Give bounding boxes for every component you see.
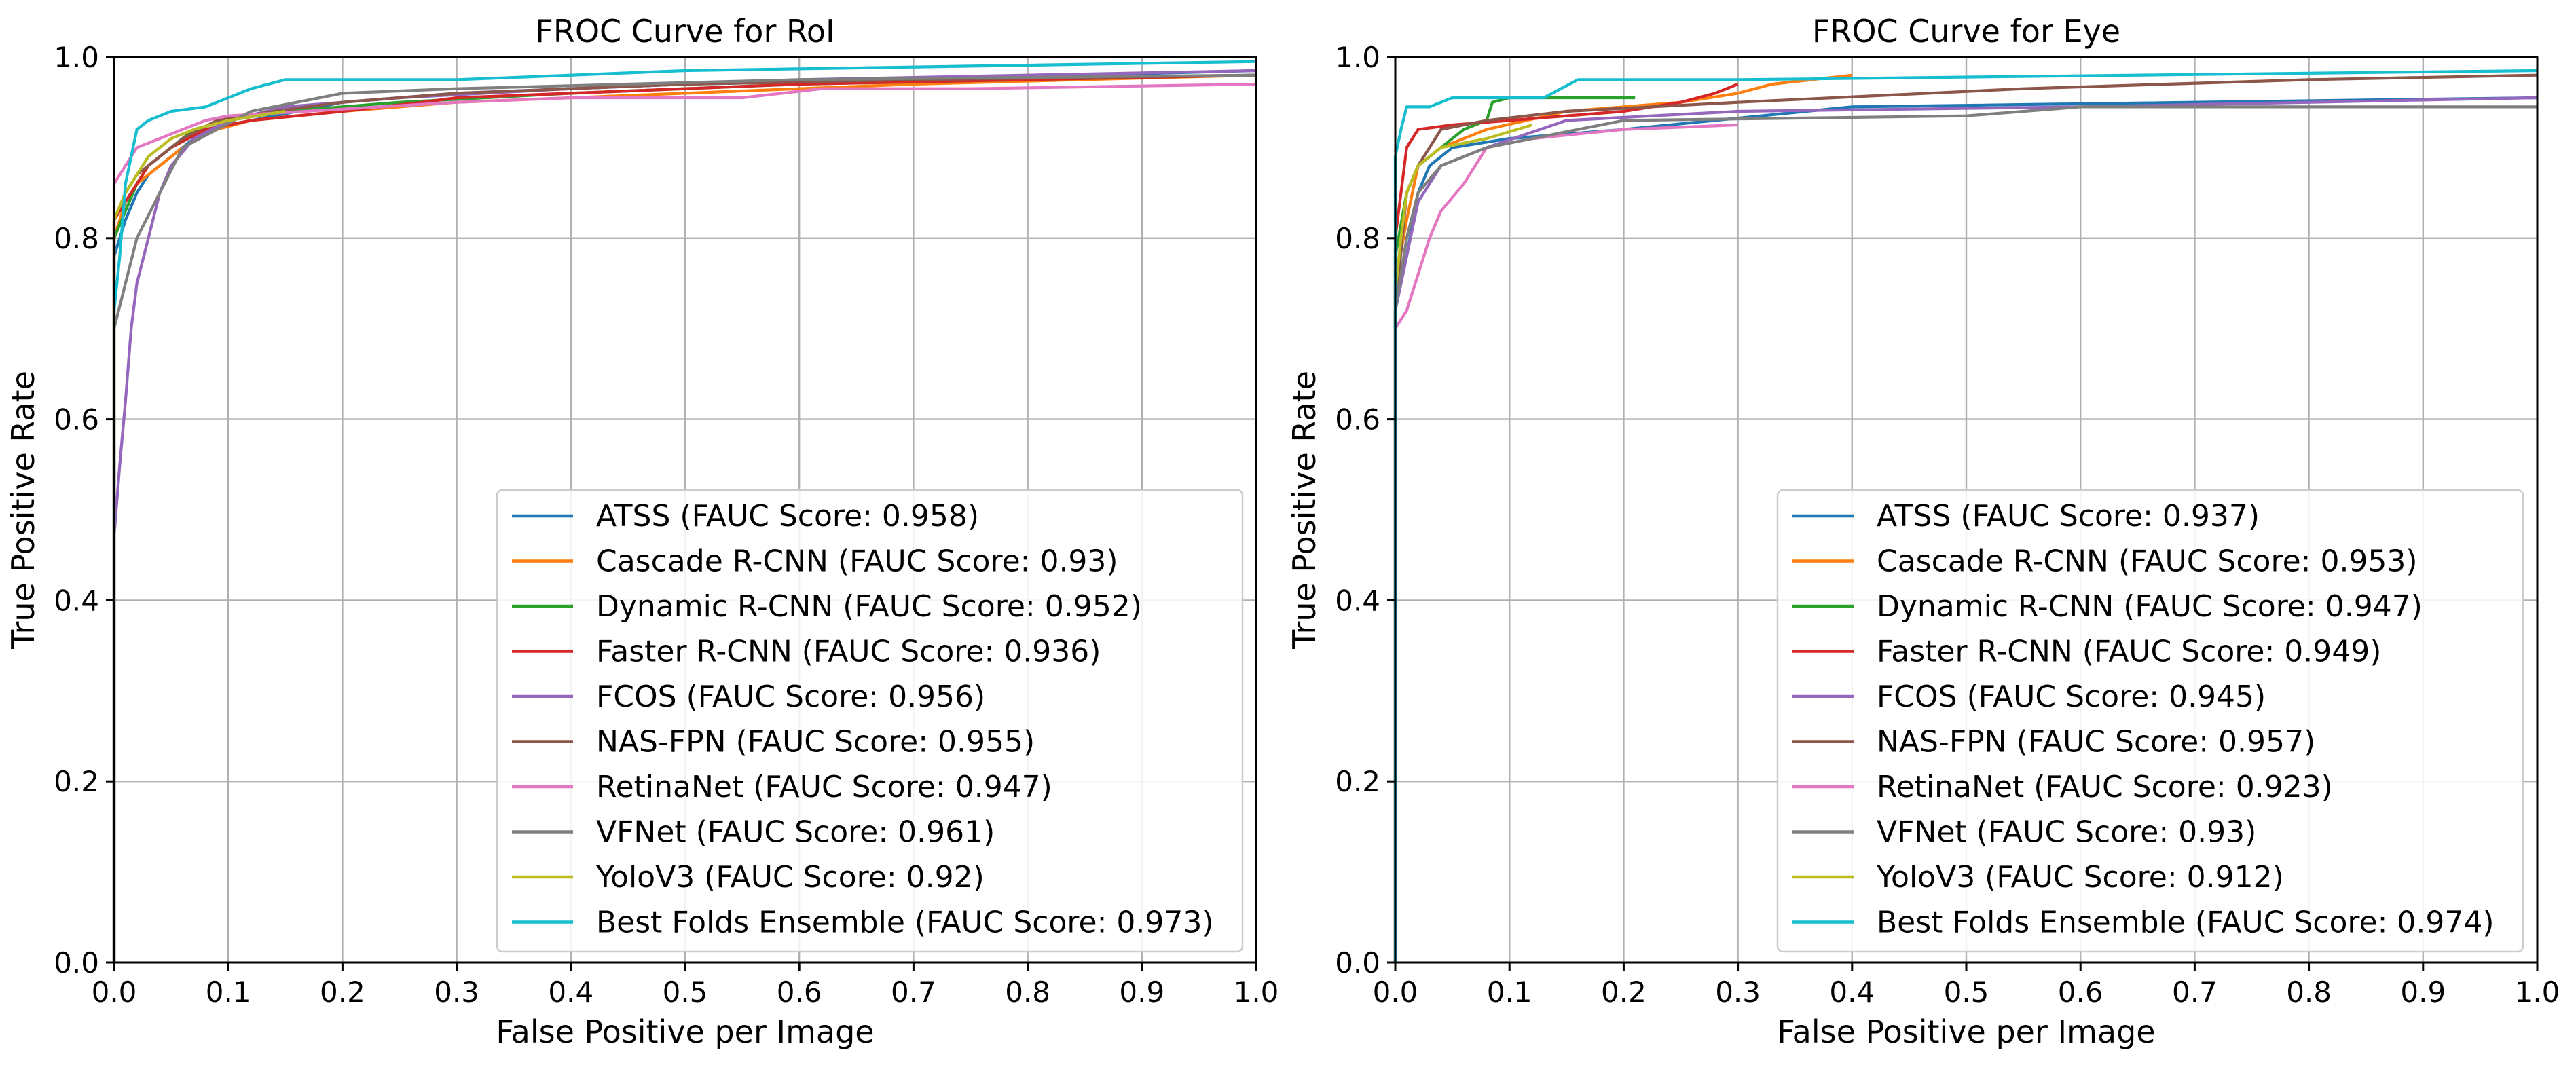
chart-0-xtick-label: 0.0 — [92, 975, 137, 1009]
chart-0-xtick-label: 0.6 — [777, 975, 822, 1009]
chart-1-xtick-label: 0.0 — [1373, 975, 1418, 1009]
chart-1-legend-label: ATSS (FAUC Score: 0.937) — [1877, 499, 2260, 534]
chart-1-legend-label: RetinaNet (FAUC Score: 0.923) — [1877, 770, 2333, 804]
chart-0-xtick-label: 0.5 — [663, 975, 708, 1009]
chart-1-x-axis-label: False Positive per Image — [1777, 1013, 2155, 1050]
chart-1-ticks: 0.0 0.1 0.2 0.3 0.4 0.5 0.6 0.7 0.8 0.9 1.0 0.0 0.2 0… — [1335, 41, 2560, 1009]
chart-0-ytick-label: 0.4 — [54, 584, 99, 617]
chart-1-legend-label: Best Folds Ensemble (FAUC Score: 0.974) — [1877, 905, 2495, 940]
chart-0-ytick-label: 1.0 — [54, 41, 99, 74]
chart-1-legend-label: Cascade R-CNN (FAUC Score: 0.953) — [1877, 544, 2418, 579]
chart-0-title: FROC Curve for RoI — [535, 13, 834, 50]
chart-0-ytick-label: 0.0 — [54, 946, 99, 979]
chart-1-xtick-label: 0.9 — [2400, 975, 2446, 1009]
chart-1-legend-label: VFNet (FAUC Score: 0.93) — [1877, 815, 2256, 850]
chart-1-ytick-label: 0.8 — [1335, 222, 1380, 255]
chart-0-legend-label: YoloV3 (FAUC Score: 0.92) — [595, 860, 985, 895]
chart-0-legend-label: RetinaNet (FAUC Score: 0.947) — [596, 770, 1052, 804]
chart-0-xtick-label: 0.1 — [206, 975, 251, 1009]
chart-0-xtick-label: 0.7 — [891, 975, 936, 1009]
chart-1-xtick-label: 0.3 — [1715, 975, 1761, 1009]
chart-0-series-line — [112, 109, 286, 963]
chart-0-legend-box — [496, 489, 1244, 953]
chart-0-legend-label: Faster R-CNN (FAUC Score: 0.936) — [596, 635, 1101, 669]
chart-0-xtick-label: 1.0 — [1234, 975, 1279, 1009]
chart-0-ytick-label: 0.2 — [54, 765, 99, 798]
chart-1-legend-label: Faster R-CNN (FAUC Score: 0.949) — [1877, 635, 2381, 669]
chart-0-xtick-label: 0.3 — [434, 975, 479, 1009]
chart-1-legend-label: FCOS (FAUC Score: 0.945) — [1877, 679, 2266, 714]
chart-0-xtick-label: 0.4 — [548, 975, 593, 1009]
chart-1-panel: 0.0 0.1 0.2 0.3 0.4 0.5 0.6 0.7 0.8 0.9 1.0 0.0 0.2 0… — [1286, 13, 2560, 1050]
chart-0-ytick-label: 0.6 — [54, 403, 99, 436]
chart-0-ticks: 0.0 0.1 0.2 0.3 0.4 0.5 0.6 0.7 0.8 0.9 1.0 0.0 0.2 0… — [54, 41, 1278, 1009]
chart-1-xtick-label: 1.0 — [2515, 975, 2560, 1009]
chart-0-series-line — [112, 73, 1257, 963]
chart-1-legend-label: NAS-FPN (FAUC Score: 0.957) — [1877, 725, 2315, 760]
chart-0-legend-label: Cascade R-CNN (FAUC Score: 0.93) — [596, 544, 1118, 579]
chart-1-series-line — [1393, 123, 1738, 963]
chart-0-xtick-label: 0.9 — [1119, 975, 1164, 1009]
chart-1-ytick-label: 0.0 — [1335, 946, 1380, 979]
chart-0-y-axis-label: True Positive Rate — [5, 371, 41, 650]
chart-1-xtick-label: 0.6 — [2058, 975, 2103, 1009]
chart-0-legend-label: FCOS (FAUC Score: 0.956) — [596, 679, 985, 714]
chart-0-series-line — [112, 82, 1257, 963]
chart-0-series-line — [112, 60, 1257, 963]
chart-0-ytick-label: 0.8 — [54, 222, 99, 255]
chart-1-xtick-label: 0.2 — [1601, 975, 1646, 1009]
chart-1-ytick-label: 0.6 — [1335, 403, 1380, 436]
chart-0-legend-label: Best Folds Ensemble (FAUC Score: 0.973) — [596, 905, 1214, 940]
chart-0-legend-label: Dynamic R-CNN (FAUC Score: 0.952) — [596, 589, 1142, 624]
chart-1-xtick-label: 0.1 — [1487, 975, 1532, 1009]
chart-1-title: FROC Curve for Eye — [1812, 13, 2120, 50]
chart-1-legend-label: YoloV3 (FAUC Score: 0.912) — [1876, 860, 2284, 895]
chart-0-xtick-label: 0.2 — [320, 975, 365, 1009]
chart-0-legend-label: NAS-FPN (FAUC Score: 0.955) — [596, 725, 1035, 760]
chart-0-xtick-label: 0.8 — [1005, 975, 1050, 1009]
chart-0-legend: ATSS (FAUC Score: 0.958) Cascade R-CNN (F… — [496, 489, 1244, 953]
chart-1-ytick-label: 1.0 — [1335, 41, 1380, 74]
chart-1-series-line — [1393, 105, 2537, 963]
chart-0-x-axis-label: False Positive per Image — [496, 1013, 874, 1050]
chart-0-series-group — [112, 60, 1257, 963]
chart-1-legend-label: Dynamic R-CNN (FAUC Score: 0.947) — [1877, 589, 2423, 624]
chart-1-ytick-label: 0.2 — [1335, 765, 1380, 798]
chart-1-ytick-label: 0.4 — [1335, 584, 1380, 617]
chart-0-legend-label: ATSS (FAUC Score: 0.958) — [596, 499, 979, 534]
chart-0-panel: 0.0 0.1 0.2 0.3 0.4 0.5 0.6 0.7 0.8 0.9 1.0 0.0 0.2 0… — [5, 13, 1278, 1050]
chart-1-series-line — [1393, 69, 2538, 963]
chart-1-y-axis-label: True Positive Rate — [1286, 371, 1323, 650]
chart-1-xtick-label: 0.4 — [1829, 975, 1875, 1009]
chart-0-legend-label: VFNet (FAUC Score: 0.961) — [596, 815, 995, 850]
chart-1-legend: ATSS (FAUC Score: 0.937) Cascade R-CNN (F… — [1776, 489, 2524, 953]
chart-1-xtick-label: 0.8 — [2286, 975, 2332, 1009]
chart-1-legend-box — [1776, 489, 2524, 953]
chart-1-series-line — [1393, 96, 1636, 963]
chart-1-xtick-label: 0.7 — [2172, 975, 2218, 1009]
chart-1-xtick-label: 0.5 — [1944, 975, 1989, 1009]
